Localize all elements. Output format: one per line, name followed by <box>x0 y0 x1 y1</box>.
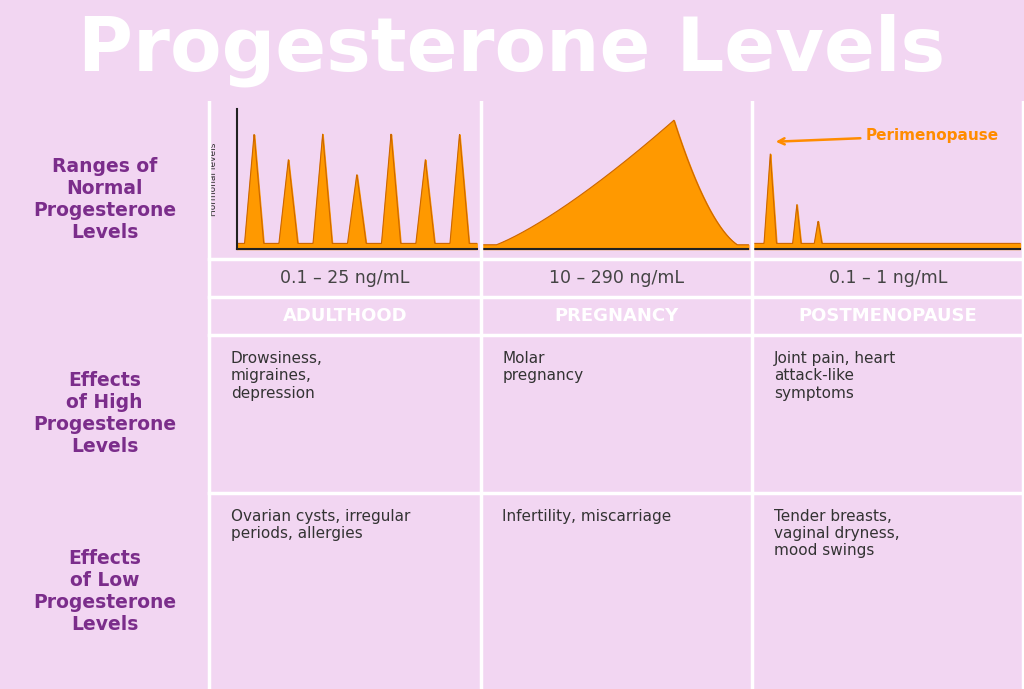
Text: Progesterone Levels: Progesterone Levels <box>79 14 945 88</box>
Text: 0.1 – 1 ng/mL: 0.1 – 1 ng/mL <box>829 269 947 287</box>
Text: Drowsiness,
migraines,
depression: Drowsiness, migraines, depression <box>230 351 323 400</box>
Text: Hormonal levels: Hormonal levels <box>210 143 218 216</box>
Text: Ranges of
Normal
Progesterone
Levels: Ranges of Normal Progesterone Levels <box>33 156 176 242</box>
Text: PREGNANCY: PREGNANCY <box>554 307 679 325</box>
Text: POSTMENOPAUSE: POSTMENOPAUSE <box>799 307 978 325</box>
Text: Perimenopause: Perimenopause <box>778 127 999 145</box>
Text: Tender breasts,
vaginal dryness,
mood swings: Tender breasts, vaginal dryness, mood sw… <box>774 508 900 559</box>
Text: Effects
of Low
Progesterone
Levels: Effects of Low Progesterone Levels <box>33 548 176 633</box>
Text: Joint pain, heart
attack-like
symptoms: Joint pain, heart attack-like symptoms <box>774 351 896 400</box>
Text: 10 – 290 ng/mL: 10 – 290 ng/mL <box>549 269 684 287</box>
Text: Infertility, miscarriage: Infertility, miscarriage <box>503 508 672 524</box>
Text: 0.1 – 25 ng/mL: 0.1 – 25 ng/mL <box>281 269 410 287</box>
Text: Ovarian cysts, irregular
periods, allergies: Ovarian cysts, irregular periods, allerg… <box>230 508 410 541</box>
Text: ADULTHOOD: ADULTHOOD <box>283 307 408 325</box>
Text: Molar
pregnancy: Molar pregnancy <box>503 351 584 383</box>
Text: Effects
of High
Progesterone
Levels: Effects of High Progesterone Levels <box>33 371 176 457</box>
